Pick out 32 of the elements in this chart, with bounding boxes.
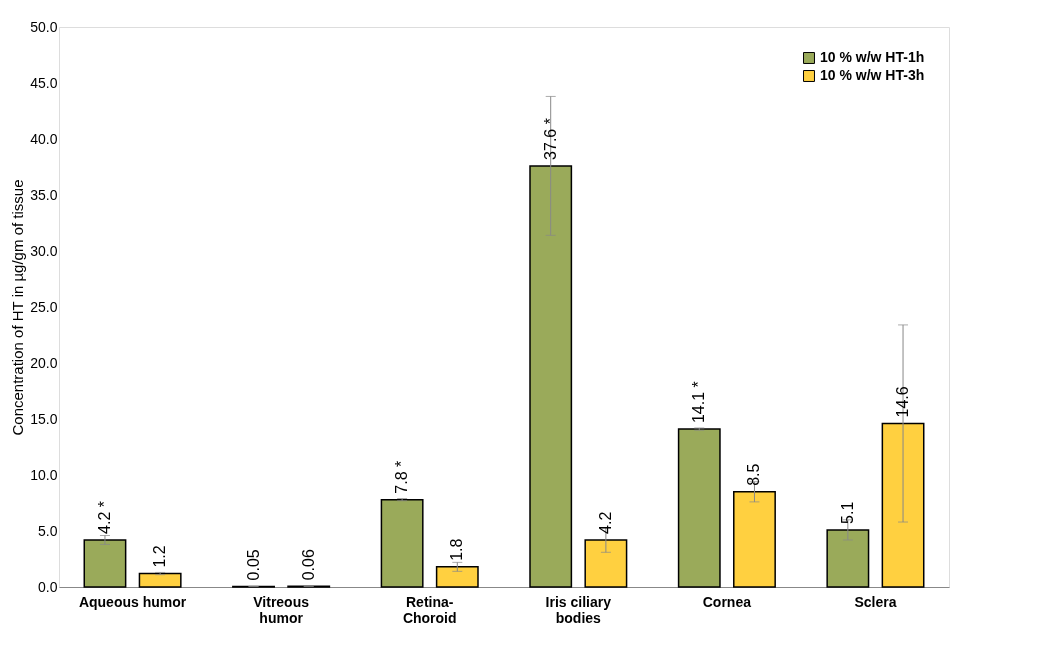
y-tick-label: 45.0 <box>30 74 58 91</box>
data-label: 1.2 <box>151 545 169 568</box>
data-label: 4.2 * <box>95 501 113 534</box>
data-label: 8.5 <box>745 463 763 486</box>
data-label: 7.8 * <box>393 460 411 494</box>
legend-label: 10 % w/w HT-3h <box>820 67 925 83</box>
data-label: 14.1 * <box>690 381 708 424</box>
data-label: 14.6 <box>894 386 912 418</box>
x-tick-label: Vitreous humor <box>253 593 310 626</box>
data-label: 5.1 <box>838 501 856 524</box>
y-tick-label: 5.0 <box>38 522 58 539</box>
y-tick-label: 25.0 <box>30 298 58 315</box>
x-tick-label: Aqueous humor <box>78 593 187 610</box>
x-tick-label: Iris ciliary bodies <box>545 593 612 626</box>
y-tick-label: 20.0 <box>30 354 58 371</box>
legend-label: 10 % w/w HT-1h <box>820 49 925 65</box>
x-tick-label: Retina-Choroid <box>402 593 457 626</box>
y-tick-label: 40.0 <box>30 130 58 147</box>
y-tick-label: 0.0 <box>38 578 58 595</box>
x-tick-label: Cornea <box>702 593 752 610</box>
y-tick-label: 35.0 <box>30 186 58 203</box>
y-axis-title: Concentration of HT in µg/gm of tissue <box>9 179 27 436</box>
y-tick-label: 15.0 <box>30 410 58 427</box>
x-tick-label: Sclera <box>854 593 897 610</box>
data-label: 37.6 * <box>541 118 559 160</box>
data-label: 4.2 <box>596 511 614 534</box>
data-label: 1.8 <box>448 538 466 561</box>
y-tick-label: 30.0 <box>30 242 58 259</box>
y-tick-label: 50.0 <box>30 18 58 35</box>
y-tick-label: 10.0 <box>30 466 58 483</box>
data-label: 0.06 <box>299 549 317 581</box>
data-label: 0.05 <box>244 549 262 581</box>
